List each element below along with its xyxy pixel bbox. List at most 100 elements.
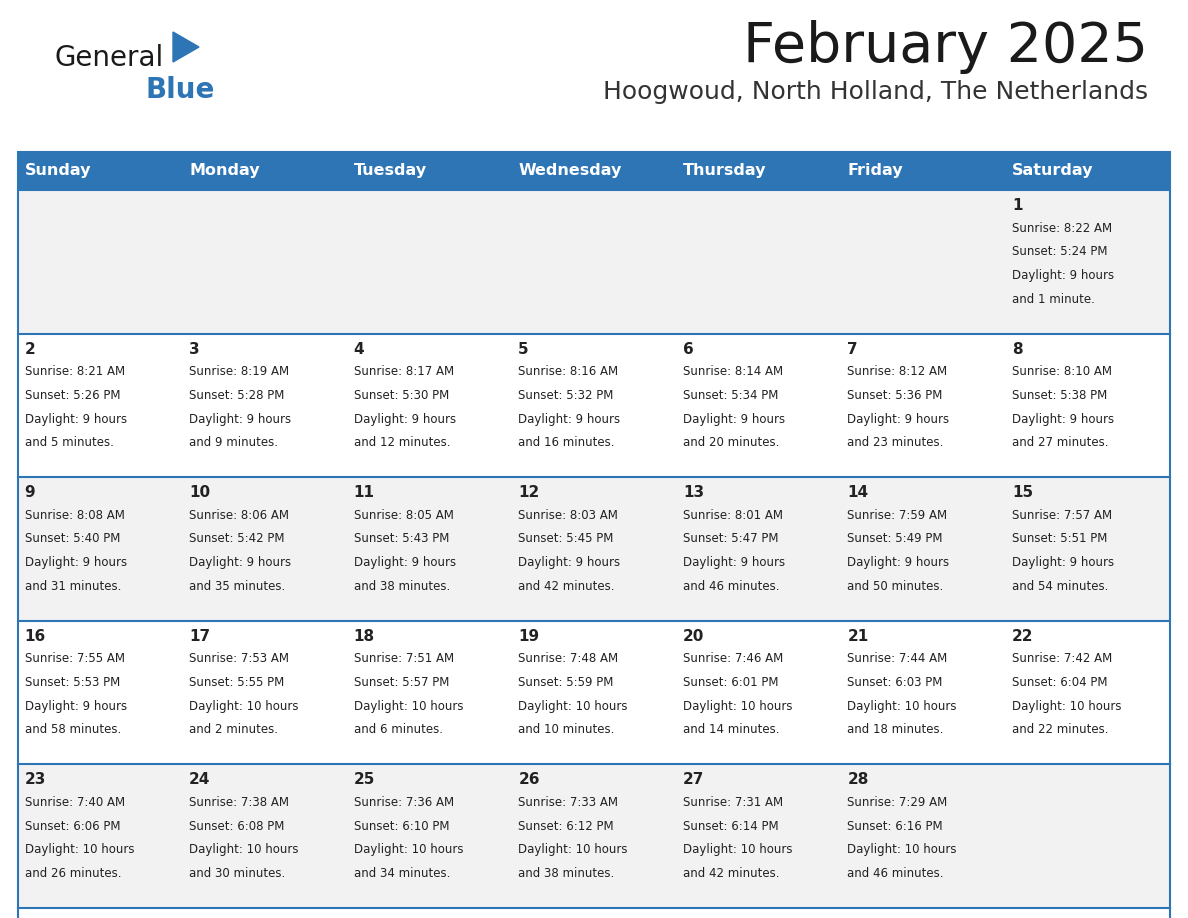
Text: 27: 27 [683,772,704,788]
Text: and 26 minutes.: and 26 minutes. [25,868,121,880]
Text: Daylight: 9 hours: Daylight: 9 hours [25,556,127,569]
Text: Hoogwoud, North Holland, The Netherlands: Hoogwoud, North Holland, The Netherlands [602,80,1148,104]
Text: and 18 minutes.: and 18 minutes. [847,723,943,736]
Bar [18,190,1170,333]
Text: 21: 21 [847,629,868,644]
Text: 12: 12 [518,486,539,500]
Text: Sunset: 6:16 PM: Sunset: 6:16 PM [847,820,943,833]
Text: Daylight: 9 hours: Daylight: 9 hours [354,556,456,569]
Text: Sunday: Sunday [25,163,91,178]
Text: 25: 25 [354,772,375,788]
Text: Sunset: 5:26 PM: Sunset: 5:26 PM [25,389,120,402]
Text: 5: 5 [518,341,529,356]
Text: Thursday: Thursday [683,163,766,178]
Text: Sunset: 5:57 PM: Sunset: 5:57 PM [354,676,449,689]
Text: Daylight: 9 hours: Daylight: 9 hours [189,412,291,426]
Text: Saturday: Saturday [1012,163,1093,178]
Bar [183,152,347,190]
Bar [18,621,1170,765]
Text: Sunset: 6:14 PM: Sunset: 6:14 PM [683,820,778,833]
Text: Sunrise: 7:57 AM: Sunrise: 7:57 AM [1012,509,1112,521]
Text: and 2 minutes.: and 2 minutes. [189,723,278,736]
Text: 16: 16 [25,629,46,644]
Bar [18,477,1170,621]
Text: 15: 15 [1012,486,1034,500]
Text: Sunset: 5:43 PM: Sunset: 5:43 PM [354,532,449,545]
Text: and 22 minutes.: and 22 minutes. [1012,723,1108,736]
Text: 9: 9 [25,486,36,500]
Text: and 12 minutes.: and 12 minutes. [354,436,450,449]
Text: Sunrise: 7:53 AM: Sunrise: 7:53 AM [189,653,289,666]
Text: and 46 minutes.: and 46 minutes. [683,580,779,593]
Text: Sunrise: 7:55 AM: Sunrise: 7:55 AM [25,653,125,666]
Text: 19: 19 [518,629,539,644]
Text: Daylight: 9 hours: Daylight: 9 hours [25,700,127,712]
Text: Sunrise: 7:44 AM: Sunrise: 7:44 AM [847,653,948,666]
Text: Sunrise: 7:29 AM: Sunrise: 7:29 AM [847,796,948,809]
Text: Daylight: 9 hours: Daylight: 9 hours [1012,556,1114,569]
Bar [18,152,1170,918]
Text: Daylight: 10 hours: Daylight: 10 hours [354,700,463,712]
Text: Sunrise: 7:33 AM: Sunrise: 7:33 AM [518,796,618,809]
Text: Sunset: 5:51 PM: Sunset: 5:51 PM [1012,532,1107,545]
Text: 4: 4 [354,341,365,356]
Text: Daylight: 9 hours: Daylight: 9 hours [1012,412,1114,426]
Text: Sunset: 5:55 PM: Sunset: 5:55 PM [189,676,284,689]
Text: and 31 minutes.: and 31 minutes. [25,580,121,593]
Text: 1: 1 [1012,198,1023,213]
Text: Friday: Friday [847,163,903,178]
Text: and 54 minutes.: and 54 minutes. [1012,580,1108,593]
Text: Sunrise: 7:36 AM: Sunrise: 7:36 AM [354,796,454,809]
Text: Monday: Monday [189,163,260,178]
Text: 28: 28 [847,772,868,788]
Text: Sunrise: 7:51 AM: Sunrise: 7:51 AM [354,653,454,666]
Text: Daylight: 10 hours: Daylight: 10 hours [189,844,298,856]
Text: Daylight: 9 hours: Daylight: 9 hours [683,412,785,426]
Bar [512,152,676,190]
Text: Daylight: 9 hours: Daylight: 9 hours [518,412,620,426]
Text: Daylight: 10 hours: Daylight: 10 hours [189,700,298,712]
Text: Sunrise: 7:31 AM: Sunrise: 7:31 AM [683,796,783,809]
Text: 17: 17 [189,629,210,644]
Text: and 58 minutes.: and 58 minutes. [25,723,121,736]
Text: Sunset: 5:30 PM: Sunset: 5:30 PM [354,389,449,402]
Text: Sunrise: 7:46 AM: Sunrise: 7:46 AM [683,653,783,666]
Text: 8: 8 [1012,341,1023,356]
Text: Sunset: 6:04 PM: Sunset: 6:04 PM [1012,676,1107,689]
Text: Sunrise: 8:21 AM: Sunrise: 8:21 AM [25,365,125,378]
Text: Tuesday: Tuesday [354,163,426,178]
Text: Sunrise: 8:22 AM: Sunrise: 8:22 AM [1012,221,1112,235]
Text: and 50 minutes.: and 50 minutes. [847,580,943,593]
Text: Daylight: 10 hours: Daylight: 10 hours [354,844,463,856]
Text: Sunrise: 8:05 AM: Sunrise: 8:05 AM [354,509,454,521]
Text: and 16 minutes.: and 16 minutes. [518,436,615,449]
Text: 3: 3 [189,341,200,356]
Text: Daylight: 9 hours: Daylight: 9 hours [354,412,456,426]
Text: Daylight: 9 hours: Daylight: 9 hours [1012,269,1114,282]
Text: 26: 26 [518,772,539,788]
Text: Sunset: 5:45 PM: Sunset: 5:45 PM [518,532,614,545]
Text: February 2025: February 2025 [742,20,1148,74]
Text: and 34 minutes.: and 34 minutes. [354,868,450,880]
Text: Sunset: 6:06 PM: Sunset: 6:06 PM [25,820,120,833]
Text: and 1 minute.: and 1 minute. [1012,293,1095,306]
Text: Daylight: 10 hours: Daylight: 10 hours [25,844,134,856]
Text: and 6 minutes.: and 6 minutes. [354,723,443,736]
Text: and 35 minutes.: and 35 minutes. [189,580,285,593]
Text: Sunrise: 7:40 AM: Sunrise: 7:40 AM [25,796,125,809]
Bar [347,152,512,190]
Text: Sunrise: 8:01 AM: Sunrise: 8:01 AM [683,509,783,521]
Text: 24: 24 [189,772,210,788]
Text: Daylight: 9 hours: Daylight: 9 hours [847,412,949,426]
Text: and 42 minutes.: and 42 minutes. [518,580,615,593]
Text: Sunset: 5:32 PM: Sunset: 5:32 PM [518,389,614,402]
Text: Sunrise: 7:48 AM: Sunrise: 7:48 AM [518,653,619,666]
Text: and 5 minutes.: and 5 minutes. [25,436,114,449]
Text: and 27 minutes.: and 27 minutes. [1012,436,1108,449]
Text: Sunrise: 8:17 AM: Sunrise: 8:17 AM [354,365,454,378]
Text: Sunset: 5:49 PM: Sunset: 5:49 PM [847,532,943,545]
Text: Daylight: 10 hours: Daylight: 10 hours [1012,700,1121,712]
Text: and 42 minutes.: and 42 minutes. [683,868,779,880]
Text: Sunset: 6:08 PM: Sunset: 6:08 PM [189,820,285,833]
Text: General: General [55,44,164,72]
